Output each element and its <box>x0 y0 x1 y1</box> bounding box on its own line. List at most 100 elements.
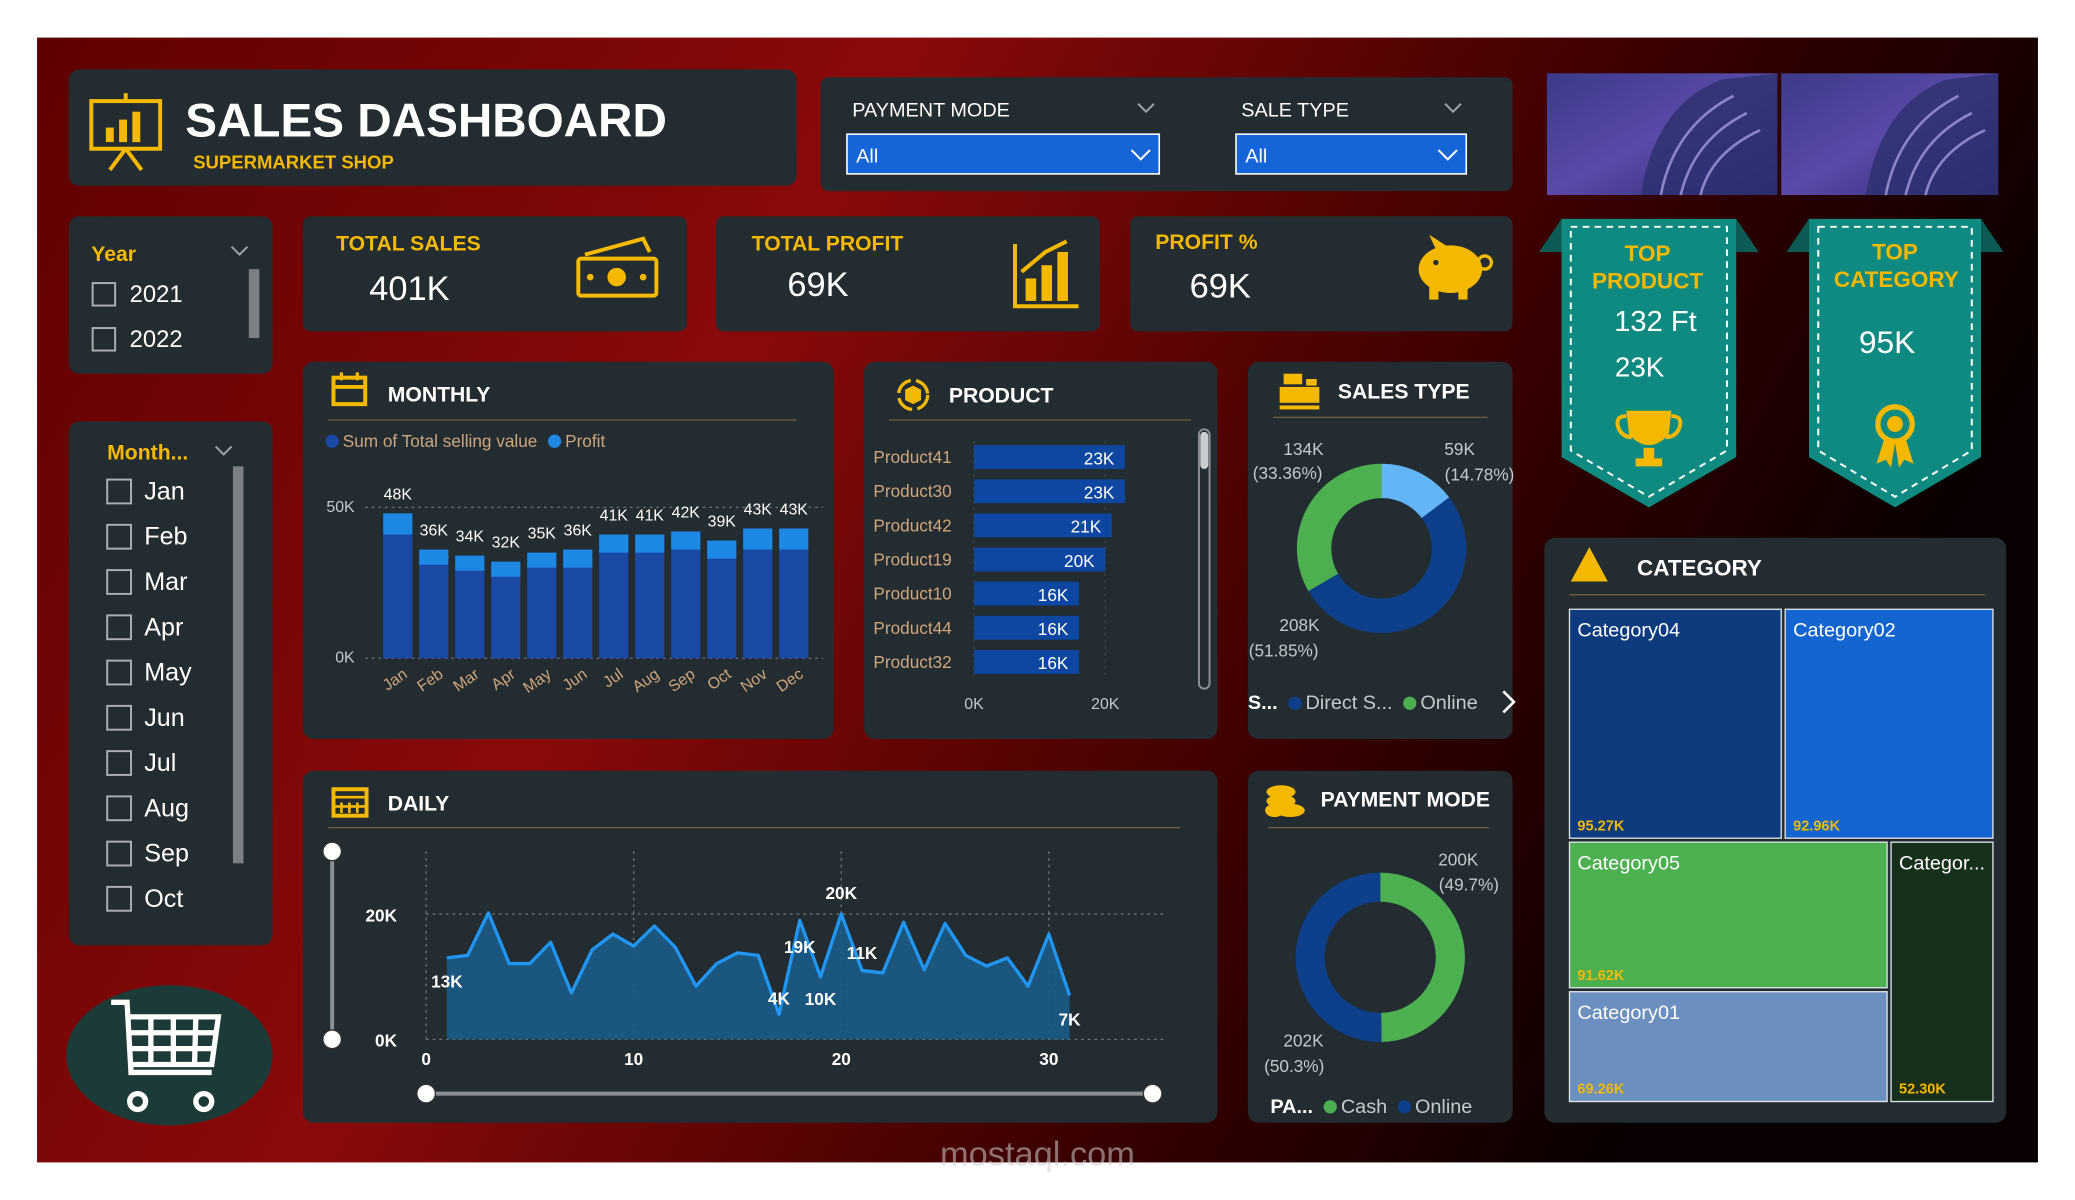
slicer-option: Oct <box>144 885 183 913</box>
legend-label: Profit <box>565 431 605 451</box>
checkbox[interactable] <box>106 885 133 912</box>
daily-panel <box>303 770 1218 1123</box>
bar-segment <box>563 549 593 568</box>
treemap-tile <box>1568 608 1782 839</box>
bar <box>527 552 557 659</box>
watermark: mostaql.com <box>940 1135 1135 1173</box>
top-product-badge <box>1539 218 1759 508</box>
data-label: 208K <box>1279 615 1320 635</box>
bar <box>635 534 665 659</box>
checkbox[interactable] <box>91 282 117 307</box>
data-label: 36K <box>420 523 449 540</box>
filter-label: PAYMENT MODE <box>852 99 1010 121</box>
checkbox[interactable] <box>106 478 133 505</box>
data-label: 4K <box>768 988 791 1008</box>
checkbox[interactable] <box>106 614 133 641</box>
scrollbar[interactable] <box>232 466 244 864</box>
scrollbar[interactable] <box>1197 428 1211 690</box>
bar-segment <box>671 531 701 550</box>
scrollbar[interactable] <box>248 269 260 338</box>
legend-marker <box>1323 1100 1337 1114</box>
tile-label: Categor... <box>1899 852 1985 874</box>
bar <box>599 534 629 659</box>
bar <box>973 479 1125 504</box>
tile-value: 95.27K <box>1577 818 1624 834</box>
header-icon <box>89 93 163 172</box>
data-label: (14.78%) <box>1445 464 1515 484</box>
dropdown[interactable] <box>1235 133 1468 175</box>
data-label: 42K <box>672 504 701 521</box>
badge-name: 132 Ft <box>1614 306 1697 338</box>
checkbox[interactable] <box>106 523 133 550</box>
badge-value: 95K <box>1859 324 1916 360</box>
data-label: 16K <box>1038 585 1069 605</box>
bar-segment <box>635 534 665 553</box>
dropdown-value: All <box>856 146 878 168</box>
y-tick-label: Product19 <box>873 550 951 570</box>
slider-handle[interactable] <box>322 1029 343 1050</box>
checkbox[interactable] <box>91 327 117 352</box>
y-tick-label: Product10 <box>873 584 951 604</box>
piggy-icon <box>1418 234 1494 300</box>
cart-icon <box>111 999 222 1113</box>
dropdown[interactable] <box>846 133 1161 175</box>
bar <box>707 540 737 659</box>
checkbox[interactable] <box>106 795 133 822</box>
chevron <box>230 245 249 257</box>
legend-label: Direct S... <box>1305 692 1392 714</box>
checkbox[interactable] <box>106 659 133 686</box>
bar <box>973 445 1125 469</box>
tile-label: Category04 <box>1577 619 1680 641</box>
chevron <box>1137 103 1155 114</box>
tile-value: 92.96K <box>1793 818 1840 834</box>
checkbox[interactable] <box>106 840 133 867</box>
bar <box>973 513 1112 538</box>
slicer-option: Sep <box>144 840 189 868</box>
slider-handle[interactable] <box>322 841 343 862</box>
slider-handle[interactable] <box>1142 1083 1163 1104</box>
chevron <box>1444 103 1462 114</box>
checkbox[interactable] <box>106 569 133 595</box>
slicer-option: Jan <box>144 477 185 505</box>
chart-title: PAYMENT MODE <box>1321 788 1490 811</box>
x-tick-label: 20 <box>832 1049 851 1069</box>
legend-title: PA... <box>1270 1096 1313 1118</box>
kpi-value: 69K <box>787 266 848 304</box>
checkbox[interactable] <box>106 750 133 776</box>
legend-scroll-arrow[interactable] <box>1502 690 1516 714</box>
x-tick-label: 0 <box>421 1049 431 1069</box>
data-label: (50.3%) <box>1264 1056 1324 1076</box>
slicer-option: 2022 <box>130 326 183 353</box>
data-label: 23K <box>1084 448 1115 468</box>
chart-title: DAILY <box>388 792 450 815</box>
slider-handle[interactable] <box>416 1083 437 1104</box>
data-label: (51.85%) <box>1249 640 1319 660</box>
kpi-card <box>1130 216 1513 332</box>
subtitle: SUPERMARKET SHOP <box>193 151 394 172</box>
data-label: 134K <box>1283 439 1324 459</box>
bar <box>973 547 1106 572</box>
chevron <box>1130 149 1151 161</box>
title: SALES DASHBOARD <box>185 94 667 147</box>
chart-title: SALES TYPE <box>1338 381 1470 404</box>
bar-segment <box>743 528 773 550</box>
calendar-icon <box>331 372 368 407</box>
chart-title: MONTHLY <box>388 383 491 406</box>
chart-title: CATEGORY <box>1637 556 1762 581</box>
kpi-label: PROFIT % <box>1155 231 1257 254</box>
data-label: 16K <box>1038 653 1069 673</box>
data-label: 202K <box>1283 1031 1324 1051</box>
donut-slice <box>1381 463 1450 519</box>
scrollbar-thumb[interactable] <box>1200 431 1209 469</box>
checkbox[interactable] <box>106 704 133 731</box>
dropdown-value: All <box>1245 146 1267 168</box>
treemap-tile <box>1784 608 1994 839</box>
year-slicer <box>68 216 273 374</box>
tile-label: Category01 <box>1577 1002 1680 1024</box>
data-label: (49.7%) <box>1439 875 1499 895</box>
badge-value: 23K <box>1615 352 1665 383</box>
donut-slice <box>1295 872 1382 1042</box>
money-icon <box>576 236 659 298</box>
kpi-card <box>715 216 1100 332</box>
